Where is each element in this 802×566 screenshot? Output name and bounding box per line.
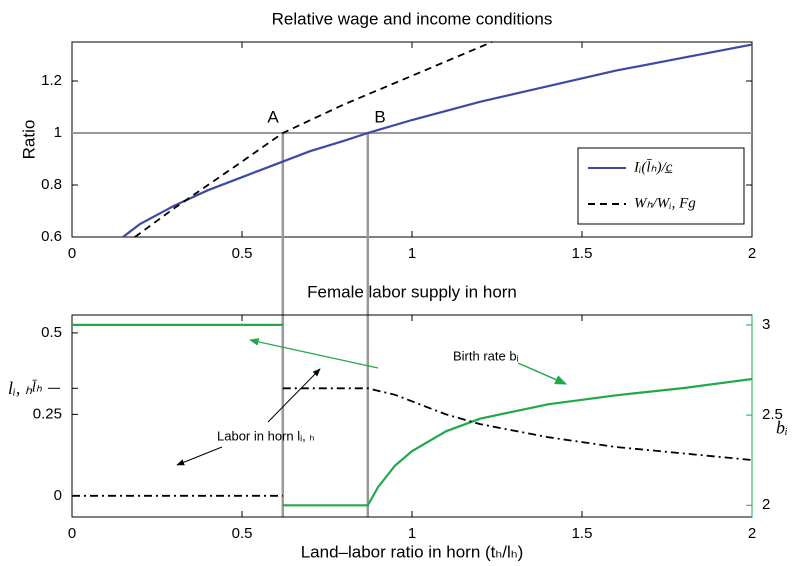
legend-label: Iᵢ(l̄ₕ)/c̲ [633,159,673,175]
legend-box [577,147,745,225]
x-tick-label: 0.5 [232,525,253,542]
x-tick-label: 1 [408,525,416,542]
chart-title: Female labor supply in horn [307,282,517,301]
arrow [249,338,379,369]
y2-tick-label: 3 [762,316,770,333]
y-tick-label: 0.6 [41,228,62,245]
annotation: A [267,107,279,126]
y-tick-label: 0.5 [41,324,62,341]
x-tick-label: 1.5 [572,525,593,542]
x-tick-label: 2 [748,525,756,542]
y-axis-label: lᵢ, ₕ [8,378,33,398]
annotation: Labor in horn lᵢ, ₕ [217,428,315,443]
x-tick-label: 0.5 [232,245,253,262]
y2-axis-label: bᵢ [776,418,788,438]
plot-frame [71,314,753,518]
y-tick-label: 1 [54,124,62,141]
series-line [72,323,753,507]
arrow [176,446,223,466]
x-tick-label: 2 [748,245,756,262]
series-line [72,387,753,497]
y-tick-label: 0.8 [41,176,62,193]
x-tick-label: 1 [408,245,416,262]
series-line [134,41,493,238]
y-axis-label: Ratio [19,120,38,160]
y-tick-label: l̄ₕ [31,380,42,396]
arrow [517,362,568,385]
annotation: Birth rate bᵢ [453,348,519,363]
arrow [267,368,321,423]
y2-tick-label: 2.5 [762,406,783,423]
x-axis-label: Land–labor ratio in horn (tₕ/lₕ) [301,542,524,561]
x-tick-label: 0 [68,525,76,542]
y-tick-label: 0.25 [33,405,62,422]
y-tick-label: 0 [54,487,62,504]
x-tick-label: 1.5 [572,245,593,262]
y-tick-label: 1.2 [41,72,62,89]
y2-tick-label: 2 [762,496,770,513]
chart-title: Relative wage and income conditions [272,9,553,28]
x-tick-label: 0 [68,245,76,262]
legend-label: Wₕ/Wᵢ, Fg [634,195,696,211]
annotation: B [374,107,385,126]
